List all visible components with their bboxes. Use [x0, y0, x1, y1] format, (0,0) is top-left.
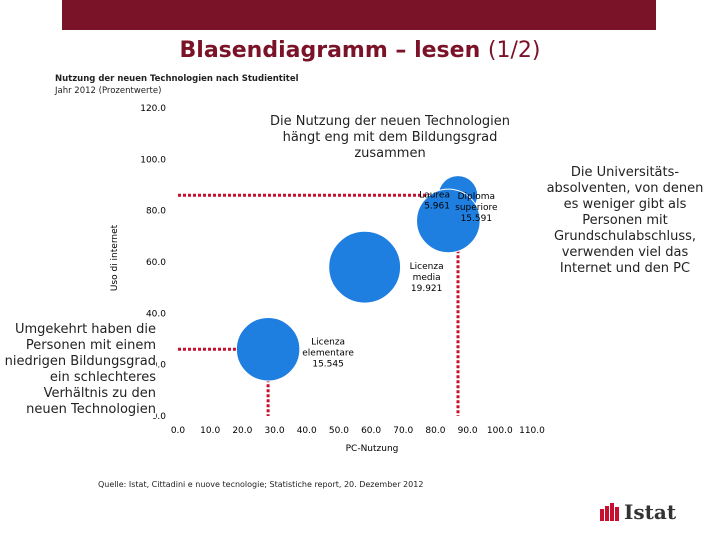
x-tick-label: 80.0	[425, 426, 445, 436]
chart-subtitle: Nutzung der neuen Technologien nach Stud…	[55, 74, 299, 84]
x-tick-label: 110.0	[519, 426, 545, 436]
istat-logo-icon	[600, 503, 619, 521]
x-tick-label: 100.0	[487, 426, 513, 436]
bubble-label: Diploma superiore 15.591	[455, 192, 498, 224]
title-main: Blasendiagramm – lesen	[179, 38, 481, 63]
x-tick-label: 40.0	[297, 426, 317, 436]
page-title: Blasendiagramm – lesen (1/2)	[0, 38, 720, 63]
bubble-label: Licenza elementare 15.545	[302, 337, 354, 369]
title-part: (1/2)	[487, 38, 541, 63]
x-tick-label: 60.0	[361, 426, 381, 436]
bubble-label: Licenza media 19.921	[410, 262, 444, 294]
logo-text: Istat	[624, 500, 677, 524]
header-band	[62, 0, 656, 30]
x-tick-label: 10.0	[200, 426, 220, 436]
y-tick-label: 40.0	[146, 309, 166, 319]
bubble	[416, 188, 481, 254]
x-axis-ticks: 0.0 10.0 20.0 30.0 40.0 50.0 60.0 70.0 80.0 90.0 1…	[171, 426, 545, 436]
annotation-left: Umgekehrt haben die Personen mit einem n…	[4, 322, 156, 418]
y-tick-label: 60.0	[146, 258, 166, 268]
bubble-label: Laurea 5.961	[419, 190, 450, 211]
y-tick-label: 80.0	[146, 207, 166, 217]
bubble	[328, 230, 402, 304]
annotation-right: Die Universitäts-absolventen, von denen …	[546, 165, 704, 276]
y-axis-label: Uso di internet	[110, 224, 120, 291]
y-axis-ticks: 0.0 20.0 40.0 60.0 80.0 100.0 120.0	[140, 104, 166, 422]
x-tick-label: 30.0	[265, 426, 285, 436]
x-tick-label: 20.0	[232, 426, 252, 436]
x-tick-label: 70.0	[393, 426, 413, 436]
y-tick-label: 120.0	[140, 104, 166, 114]
guide-lines	[178, 193, 460, 416]
x-tick-label: 0.0	[171, 426, 186, 436]
y-tick-label: 100.0	[140, 155, 166, 165]
x-tick-label: 90.0	[458, 426, 478, 436]
y-tick-label: 0.0	[152, 412, 167, 422]
annotation-top: Die Nutzung der neuen Technologien hängt…	[269, 114, 511, 161]
bubbles	[235, 175, 481, 382]
x-tick-label: 50.0	[329, 426, 349, 436]
chart-period: Jahr 2012 (Prozentwerte)	[55, 86, 162, 96]
y-tick-label: 20.0	[146, 361, 166, 371]
source-note: Quelle: Istat, Cittadini e nuove tecnolo…	[98, 480, 424, 489]
bubble	[235, 317, 301, 382]
x-axis-label: PC-Nutzung	[346, 444, 399, 454]
